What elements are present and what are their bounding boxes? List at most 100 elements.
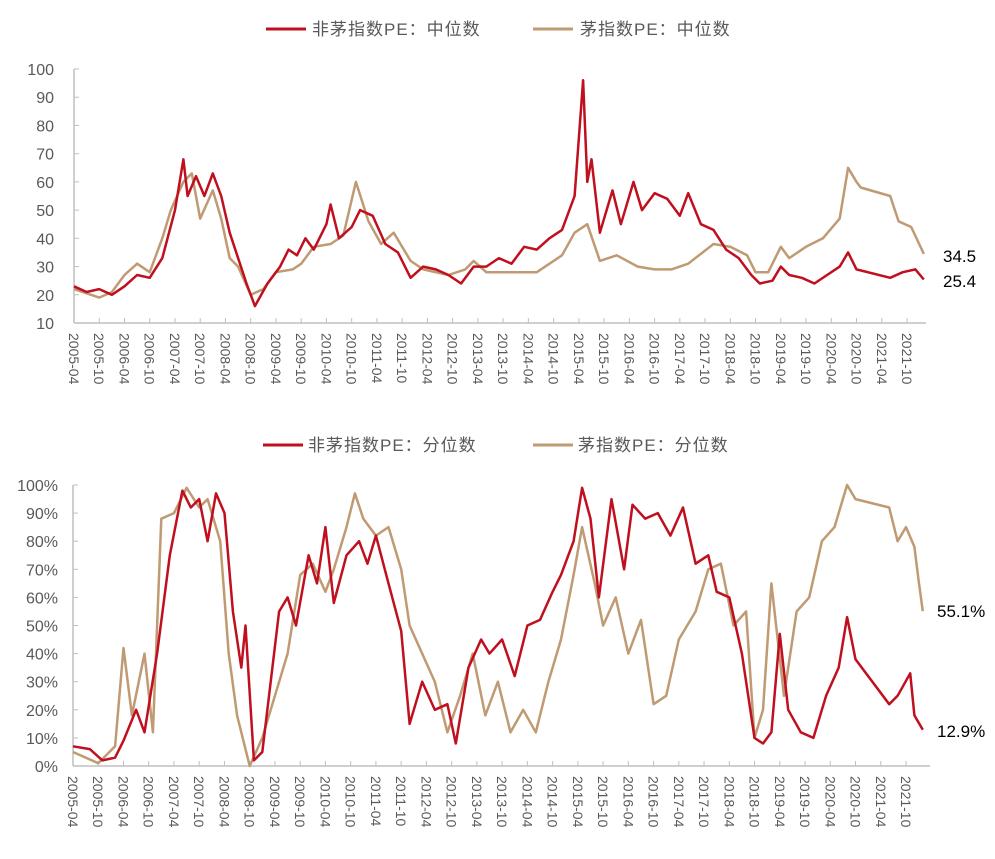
x-tick-label: 2014-04: [519, 776, 535, 828]
x-tick-label: 2012-04: [418, 776, 434, 828]
x-tick-label: 2005-10: [90, 776, 106, 828]
x-tick-label: 2013-04: [469, 776, 485, 828]
x-tick-label: 2016-04: [621, 333, 637, 385]
legend-label-non-maotai: 非茅指数PE：分位数: [308, 436, 477, 455]
y-tick-label: 50%: [26, 619, 58, 636]
x-tick-label: 2014-10: [546, 333, 562, 385]
y-tick-label: 10%: [26, 731, 58, 748]
x-tick-label: 2015-10: [596, 333, 612, 385]
x-tick-label: 2012-10: [445, 333, 461, 385]
x-tick-label: 2018-04: [721, 776, 737, 828]
y-tick-label: 100: [27, 62, 54, 79]
y-tick-label: 30: [36, 260, 54, 277]
x-tick-label: 2015-10: [595, 776, 611, 828]
x-tick-label: 2017-10: [696, 776, 712, 828]
x-tick-label: 2019-04: [772, 776, 788, 828]
x-tick-label: 2014-04: [520, 333, 536, 385]
x-tick-label: 2008-04: [216, 776, 232, 828]
pe-median-chart: 非茅指数PE：中位数 茅指数PE：中位数 34.5 25.4 100 90 80 70…: [27, 20, 976, 385]
x-tick-label: 2005-04: [66, 333, 82, 385]
y-tick-label: 20%: [26, 703, 58, 720]
x-tick-label: 2008-04: [217, 333, 233, 385]
x-tick-label: 2017-04: [671, 776, 687, 828]
x-tick-label: 2007-10: [191, 776, 207, 828]
x-tick-label: 2009-10: [293, 333, 309, 385]
y-tick-label: 30%: [26, 675, 58, 692]
y-tick-label: 70%: [26, 562, 58, 579]
x-tick-label: 2020-04: [823, 333, 839, 385]
x-tick-label: 2011-10: [394, 333, 410, 384]
x-tick-label: 2005-04: [65, 776, 81, 828]
end-label-non-maotai: 25.4: [943, 272, 976, 291]
x-tick-label: 2021-04: [873, 776, 889, 828]
end-label-maotai: 55.1%: [937, 602, 985, 621]
x-tick-label: 2017-04: [672, 333, 688, 385]
x-tick-label: 2018-04: [722, 333, 738, 385]
x-tick-label: 2021-10: [898, 776, 914, 828]
y-tick-label: 80%: [26, 534, 58, 551]
x-tick-label: 2013-10: [495, 333, 511, 385]
x-tick-label: 2006-10: [141, 776, 157, 828]
x-tick-label: 2010-04: [318, 333, 334, 385]
x-tick-label: 2012-04: [419, 333, 435, 385]
y-tick-label: 40: [36, 231, 54, 248]
x-tick-label: 2016-10: [646, 776, 662, 828]
x-tick-label: 2011-04: [369, 333, 385, 384]
x-tick-label: 2020-04: [822, 776, 838, 828]
series-line-non-maotai: [72, 486, 924, 762]
y-tick-label: 60: [36, 175, 54, 192]
y-tick-label: 50: [36, 203, 54, 220]
x-tick-label: 2008-10: [243, 333, 259, 385]
x-tick-label: 2011-10: [393, 776, 409, 827]
y-tick-label: 10: [36, 316, 54, 333]
series-line-maotai: [73, 166, 925, 299]
legend-label-non-maotai: 非茅指数PE：中位数: [312, 20, 481, 39]
x-tick-label: 2015-04: [571, 333, 587, 385]
x-tick-label: 2021-10: [899, 333, 915, 385]
x-tick-label: 2018-10: [748, 333, 764, 385]
y-tick-label: 80: [36, 118, 54, 135]
pe-percentile-chart: 非茅指数PE：分位数 茅指数PE：分位数 55.1% 12.9% 100% 90%…: [17, 436, 985, 828]
x-tick-label: 2018-10: [747, 776, 763, 828]
x-tick-label: 2010-10: [344, 333, 360, 385]
y-tick-label: 60%: [26, 590, 58, 607]
legend-label-maotai: 茅指数PE：分位数: [578, 436, 729, 455]
x-tick-label: 2009-04: [268, 333, 284, 385]
x-tick-label: 2007-04: [167, 333, 183, 385]
x-tick-label: 2017-10: [697, 333, 713, 385]
legend-label-maotai: 茅指数PE：中位数: [580, 20, 731, 39]
y-tick-label: 0%: [35, 759, 58, 776]
x-tick-label: 2019-10: [797, 776, 813, 828]
x-tick-label: 2013-10: [494, 776, 510, 828]
x-tick-label: 2019-04: [773, 333, 789, 385]
legend: 非茅指数PE：中位数 茅指数PE：中位数: [266, 20, 731, 39]
y-tick-label: 90%: [26, 506, 58, 523]
legend: 非茅指数PE：分位数 茅指数PE：分位数: [263, 436, 729, 455]
x-tick-label: 2007-10: [192, 333, 208, 385]
x-tick-label: 2007-04: [166, 776, 182, 828]
x-tick-label: 2016-04: [620, 776, 636, 828]
x-tick-label: 2013-04: [470, 333, 486, 385]
y-tick-label: 70: [36, 147, 54, 164]
y-tick-label: 20: [36, 288, 54, 305]
x-tick-label: 2010-10: [343, 776, 359, 828]
x-tick-label: 2009-10: [292, 776, 308, 828]
x-tick-label: 2006-04: [115, 776, 131, 828]
x-tick-label: 2006-04: [116, 333, 132, 385]
x-tick-label: 2010-04: [317, 776, 333, 828]
x-tick-label: 2008-10: [242, 776, 258, 828]
y-tick-label: 90: [36, 90, 54, 107]
y-tick-label: 100%: [17, 478, 58, 495]
x-tick-label: 2020-10: [848, 776, 864, 828]
end-label-maotai: 34.5: [943, 247, 976, 266]
x-tick-label: 2015-04: [570, 776, 586, 828]
series-line-maotai: [72, 483, 925, 768]
x-tick-label: 2021-04: [874, 333, 890, 385]
x-tick-label: 2014-10: [545, 776, 561, 828]
x-tick-label: 2020-10: [849, 333, 865, 385]
x-tick-label: 2016-10: [647, 333, 663, 385]
end-label-non-maotai: 12.9%: [937, 722, 985, 741]
x-tick-label: 2012-10: [444, 776, 460, 828]
x-tick-label: 2006-10: [142, 333, 158, 385]
